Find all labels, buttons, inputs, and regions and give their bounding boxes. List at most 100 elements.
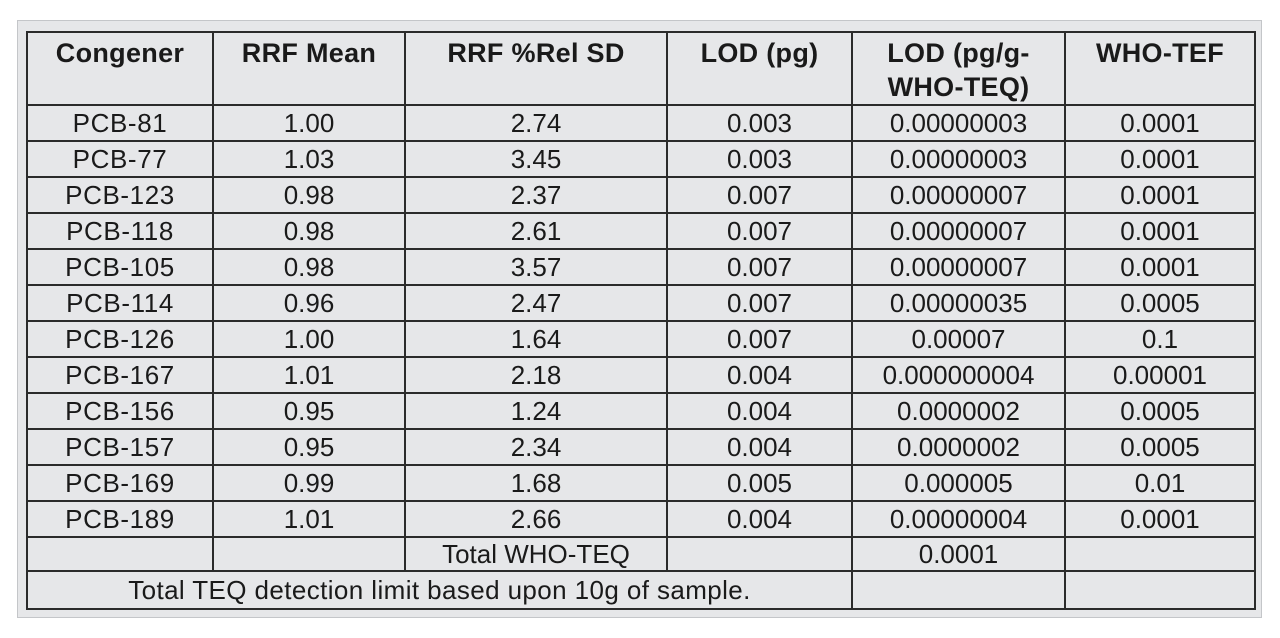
cell-congener: PCB-126: [26, 320, 214, 358]
cell-who-tef: 0.0001: [1064, 140, 1256, 178]
cell-who-tef: 0.0001: [1064, 104, 1256, 142]
header-rrf-rel-sd: RRF %Rel SD: [404, 31, 668, 106]
cell-lod-pg: 0.003: [666, 140, 853, 178]
total-empty-cell: [666, 536, 853, 572]
cell-rrf-mean: 1.03: [212, 140, 406, 178]
cell-congener: PCB-167: [26, 356, 214, 394]
cell-lod-pg-g-who-teq: 0.00000007: [851, 248, 1066, 286]
cell-congener: PCB-114: [26, 284, 214, 322]
cell-congener: PCB-169: [26, 464, 214, 502]
cell-lod-pg-g-who-teq: 0.00000003: [851, 140, 1066, 178]
cell-congener: PCB-156: [26, 392, 214, 430]
footnote-text: Total TEQ detection limit based upon 10g…: [26, 570, 853, 610]
cell-congener: PCB-118: [26, 212, 214, 250]
cell-rrf-mean: 0.95: [212, 392, 406, 430]
cell-lod-pg-g-who-teq: 0.00000007: [851, 176, 1066, 214]
cell-rrf-mean: 1.00: [212, 104, 406, 142]
cell-lod-pg: 0.007: [666, 320, 853, 358]
cell-rrf-rel-sd: 1.24: [404, 392, 668, 430]
cell-lod-pg-g-who-teq: 0.000000004: [851, 356, 1066, 394]
total-row: Total WHO-TEQ 0.0001: [26, 536, 1256, 572]
cell-lod-pg-g-who-teq: 0.000005: [851, 464, 1066, 502]
cell-rrf-rel-sd: 2.18: [404, 356, 668, 394]
cell-rrf-mean: 1.00: [212, 320, 406, 358]
total-who-teq-label: Total WHO-TEQ: [404, 536, 668, 572]
cell-who-tef: 0.01: [1064, 464, 1256, 502]
cell-lod-pg: 0.003: [666, 104, 853, 142]
cell-who-tef: 0.0001: [1064, 212, 1256, 250]
table-row: PCB-167 1.01 2.18 0.004 0.000000004 0.00001: [26, 356, 1256, 394]
cell-lod-pg: 0.005: [666, 464, 853, 502]
cell-rrf-rel-sd: 3.45: [404, 140, 668, 178]
pcb-congener-table: Congener RRF Mean RRF %Rel SD LOD (pg) L…: [26, 31, 1256, 610]
cell-lod-pg: 0.007: [666, 212, 853, 250]
cell-who-tef: 0.0005: [1064, 392, 1256, 430]
cell-lod-pg-g-who-teq: 0.00000004: [851, 500, 1066, 538]
cell-lod-pg: 0.004: [666, 356, 853, 394]
table-row: PCB-157 0.95 2.34 0.004 0.0000002 0.0005: [26, 428, 1256, 466]
cell-who-tef: 0.0005: [1064, 284, 1256, 322]
table-row: PCB-156 0.95 1.24 0.004 0.0000002 0.0005: [26, 392, 1256, 430]
cell-lod-pg: 0.007: [666, 284, 853, 322]
cell-lod-pg: 0.007: [666, 176, 853, 214]
table-row: PCB-77 1.03 3.45 0.003 0.00000003 0.0001: [26, 140, 1256, 178]
table-row: PCB-126 1.00 1.64 0.007 0.00007 0.1: [26, 320, 1256, 358]
cell-rrf-mean: 0.98: [212, 212, 406, 250]
cell-who-tef: 0.0001: [1064, 500, 1256, 538]
total-empty-cell: [1064, 536, 1256, 572]
cell-rrf-mean: 0.99: [212, 464, 406, 502]
cell-rrf-rel-sd: 2.66: [404, 500, 668, 538]
footnote-row: Total TEQ detection limit based upon 10g…: [26, 570, 1256, 610]
cell-rrf-rel-sd: 2.47: [404, 284, 668, 322]
cell-who-tef: 0.1: [1064, 320, 1256, 358]
cell-who-tef: 0.0001: [1064, 248, 1256, 286]
cell-rrf-rel-sd: 1.68: [404, 464, 668, 502]
cell-lod-pg-g-who-teq: 0.0000002: [851, 428, 1066, 466]
cell-rrf-mean: 1.01: [212, 356, 406, 394]
cell-rrf-rel-sd: 2.37: [404, 176, 668, 214]
header-congener: Congener: [26, 31, 214, 106]
cell-rrf-rel-sd: 1.64: [404, 320, 668, 358]
table-row: PCB-123 0.98 2.37 0.007 0.00000007 0.0001: [26, 176, 1256, 214]
cell-rrf-rel-sd: 3.57: [404, 248, 668, 286]
cell-who-tef: 0.0005: [1064, 428, 1256, 466]
cell-congener: PCB-77: [26, 140, 214, 178]
total-empty-cell: [212, 536, 406, 572]
table-row: PCB-81 1.00 2.74 0.003 0.00000003 0.0001: [26, 104, 1256, 142]
cell-lod-pg-g-who-teq: 0.00000007: [851, 212, 1066, 250]
cell-lod-pg: 0.004: [666, 500, 853, 538]
table-row: PCB-118 0.98 2.61 0.007 0.00000007 0.0001: [26, 212, 1256, 250]
cell-lod-pg-g-who-teq: 0.0000002: [851, 392, 1066, 430]
footnote-empty-cell: [851, 570, 1066, 610]
header-row: Congener RRF Mean RRF %Rel SD LOD (pg) L…: [26, 31, 1256, 106]
cell-who-tef: 0.0001: [1064, 176, 1256, 214]
cell-rrf-mean: 0.98: [212, 248, 406, 286]
table-row: PCB-169 0.99 1.68 0.005 0.000005 0.01: [26, 464, 1256, 502]
cell-lod-pg-g-who-teq: 0.00000003: [851, 104, 1066, 142]
cell-rrf-mean: 0.96: [212, 284, 406, 322]
total-who-teq-value: 0.0001: [851, 536, 1066, 572]
total-empty-cell: [26, 536, 214, 572]
cell-rrf-rel-sd: 2.61: [404, 212, 668, 250]
cell-congener: PCB-123: [26, 176, 214, 214]
cell-congener: PCB-189: [26, 500, 214, 538]
footnote-empty-cell: [1064, 570, 1256, 610]
cell-lod-pg-g-who-teq: 0.00000035: [851, 284, 1066, 322]
cell-who-tef: 0.00001: [1064, 356, 1256, 394]
header-rrf-mean: RRF Mean: [212, 31, 406, 106]
cell-rrf-mean: 1.01: [212, 500, 406, 538]
cell-rrf-mean: 0.95: [212, 428, 406, 466]
cell-congener: PCB-105: [26, 248, 214, 286]
cell-lod-pg-g-who-teq: 0.00007: [851, 320, 1066, 358]
cell-lod-pg: 0.004: [666, 428, 853, 466]
header-who-tef: WHO-TEF: [1064, 31, 1256, 106]
cell-rrf-rel-sd: 2.34: [404, 428, 668, 466]
cell-congener: PCB-157: [26, 428, 214, 466]
table-body: PCB-81 1.00 2.74 0.003 0.00000003 0.0001 PCB-7…: [26, 104, 1256, 538]
cell-rrf-mean: 0.98: [212, 176, 406, 214]
header-lod-pg-g-who-teq: LOD (pg/g- WHO-TEQ): [851, 31, 1066, 106]
header-lod-pg: LOD (pg): [666, 31, 853, 106]
table-row: PCB-189 1.01 2.66 0.004 0.00000004 0.0001: [26, 500, 1256, 538]
cell-rrf-rel-sd: 2.74: [404, 104, 668, 142]
table-row: PCB-114 0.96 2.47 0.007 0.00000035 0.0005: [26, 284, 1256, 322]
